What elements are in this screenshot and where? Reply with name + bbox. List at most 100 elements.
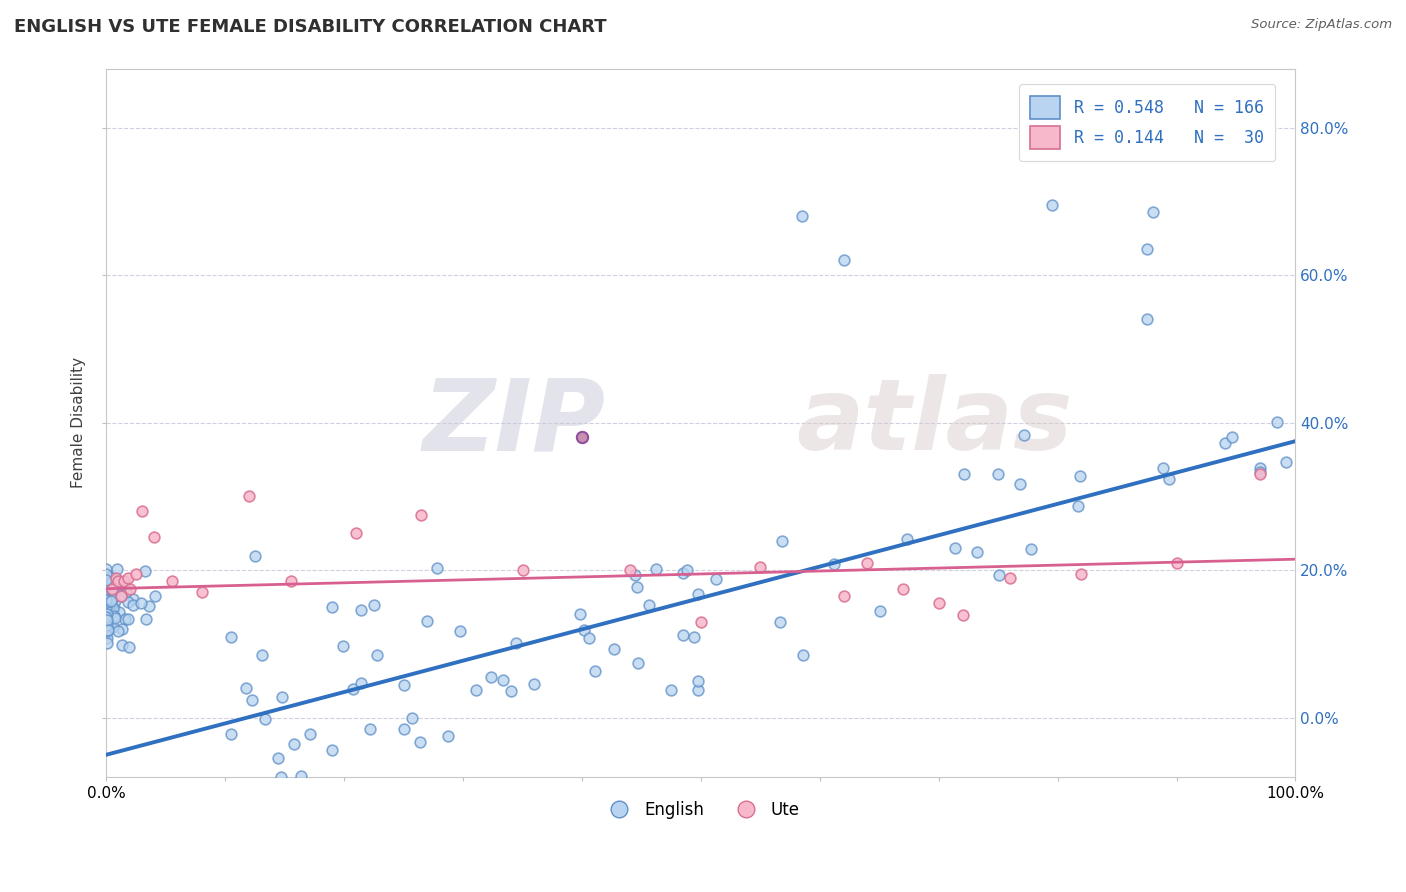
Point [492,673,515,687]
Point [1008,476,1031,491]
Point [416,615,439,629]
Text: atlas: atlas [796,374,1073,471]
Point [96,578,118,592]
Point [1070,566,1092,581]
Point [98,587,121,601]
Point [350,603,373,617]
Point [96,582,118,597]
Point [572,623,595,637]
Point [465,682,488,697]
Point [118,640,141,655]
Point [401,711,423,725]
Point [114,611,136,625]
Point [569,607,592,622]
Point [101,587,124,601]
Point [437,729,460,743]
Point [270,770,292,784]
Point [344,526,367,541]
Point [121,598,143,612]
Point [110,576,132,591]
Point [111,638,134,652]
Point [96,595,118,609]
Point [96,572,118,586]
Point [792,648,814,662]
Point [143,590,166,604]
Point [499,684,522,698]
Point [100,596,122,610]
Point [1249,461,1271,475]
Point [1274,455,1296,469]
Point [1220,430,1243,444]
Point [96,566,118,581]
Point [769,615,792,629]
Point [111,623,134,637]
Point [96,601,118,615]
Point [104,571,127,585]
Point [240,693,263,707]
Point [96,631,118,645]
Point [523,676,546,690]
Point [105,562,128,576]
Point [219,630,242,644]
Point [96,627,118,641]
Point [104,593,127,607]
Point [96,578,118,592]
Point [832,253,855,268]
Point [1249,467,1271,482]
Point [96,592,118,607]
Point [96,611,118,625]
Point [267,751,290,765]
Point [107,574,129,589]
Point [675,564,697,578]
Point [505,636,527,650]
Point [219,727,242,741]
Point [160,574,183,589]
Point [686,587,709,601]
Point [96,615,118,629]
Point [1019,542,1042,557]
Point [392,722,415,736]
Point [987,568,1010,582]
Point [332,639,354,653]
Point [832,589,855,603]
Point [103,600,125,615]
Point [659,683,682,698]
Point [96,610,118,624]
Point [342,682,364,697]
Point [619,563,641,577]
Point [1265,415,1288,429]
Point [96,573,118,587]
Text: Source: ZipAtlas.com: Source: ZipAtlas.com [1251,18,1392,31]
Point [96,562,118,576]
Point [98,589,121,603]
Point [235,681,257,695]
Point [107,624,129,639]
Point [350,675,373,690]
Point [411,508,433,522]
Point [98,593,121,607]
Point [100,602,122,616]
Legend: English, Ute: English, Ute [596,794,806,825]
Point [638,598,661,612]
Point [366,648,388,662]
Y-axis label: Female Disability: Female Disability [72,357,86,488]
Point [101,620,124,634]
Point [117,571,139,585]
Point [108,605,131,619]
Point [823,557,845,571]
Point [672,628,695,642]
Point [100,604,122,618]
Point [321,600,343,615]
Point [1249,465,1271,479]
Point [96,613,118,627]
Point [790,209,813,223]
Point [1040,198,1063,212]
Point [683,630,706,644]
Point [1249,136,1271,150]
Point [869,604,891,618]
Point [100,594,122,608]
Point [96,610,118,624]
Point [479,670,502,684]
Point [987,467,1010,481]
Point [1213,436,1236,450]
